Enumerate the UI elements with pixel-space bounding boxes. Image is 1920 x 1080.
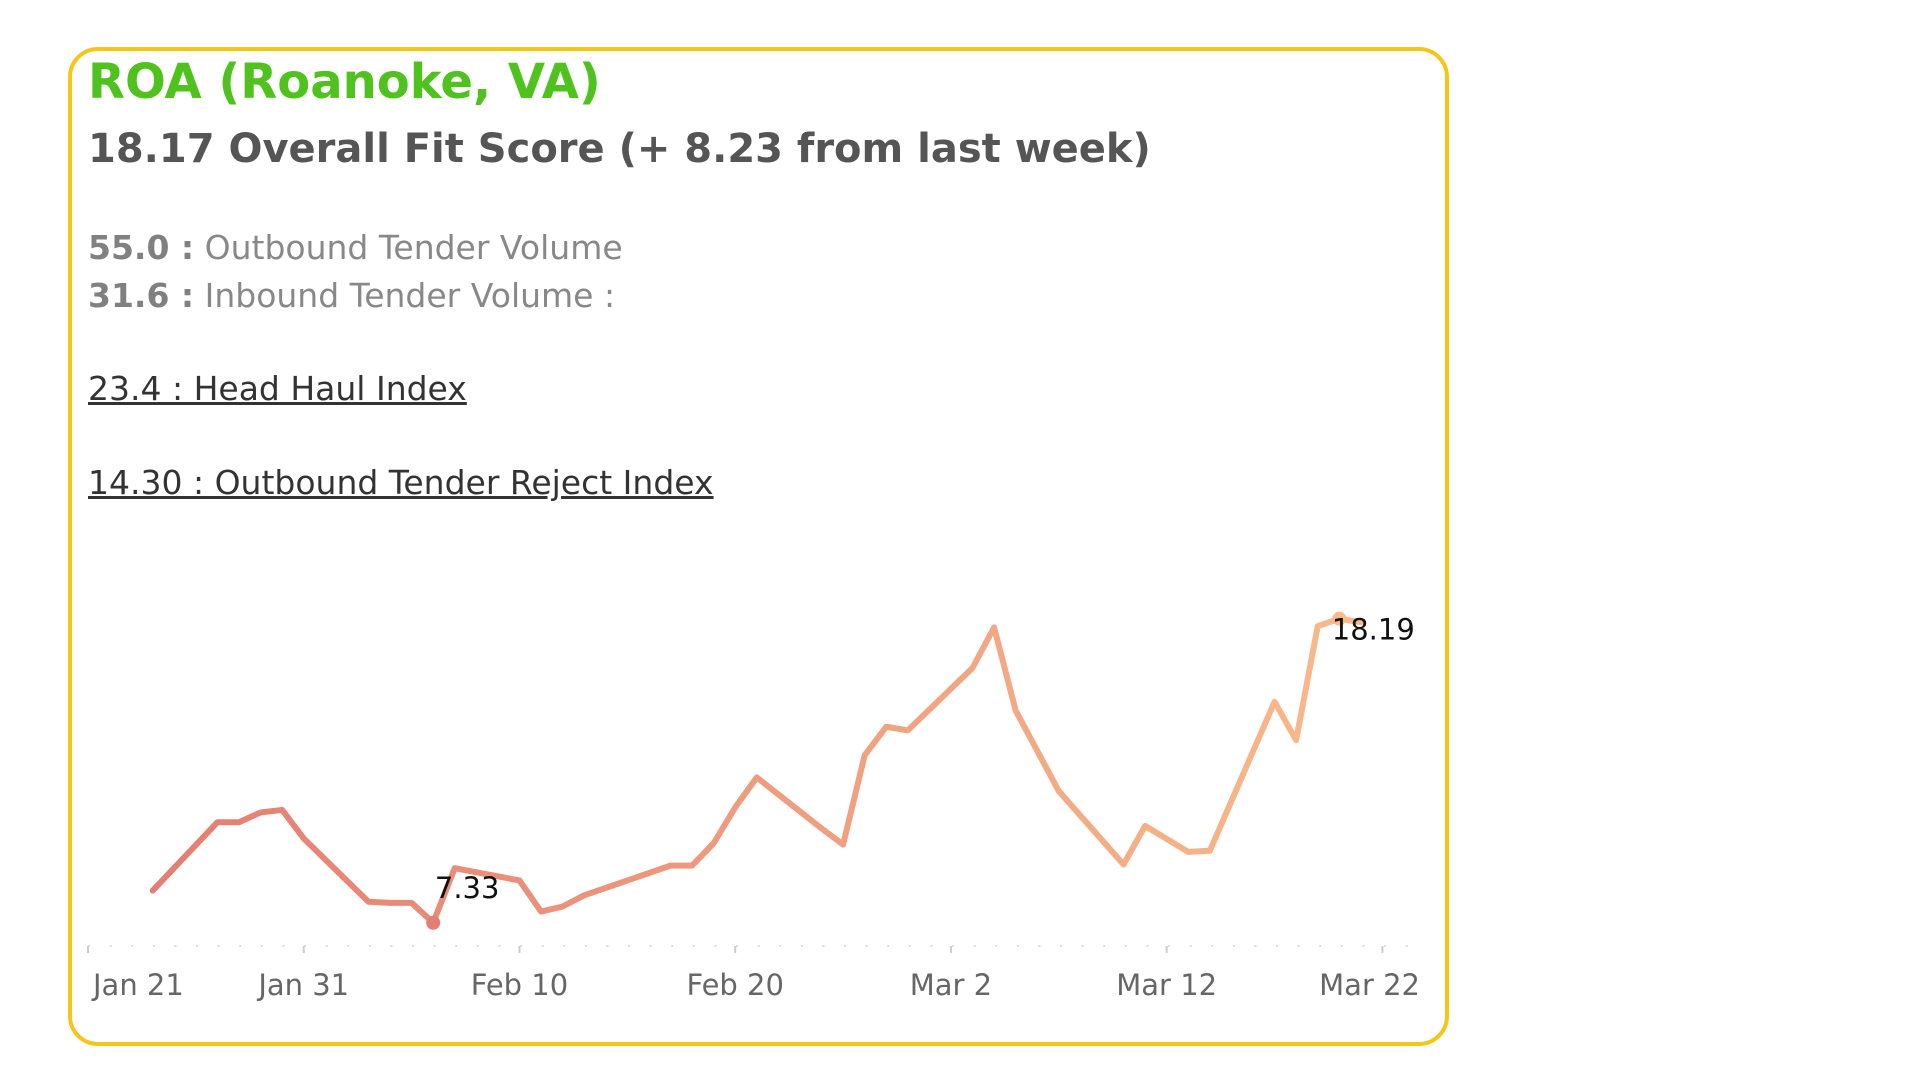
metric-label: Outbound Tender Volume	[204, 228, 623, 267]
point	[426, 915, 441, 930]
x-tick-label: Jan 31	[256, 968, 349, 1002]
index-link[interactable]: 14.30 : Outbound Tender Reject Index	[88, 463, 714, 502]
index-link[interactable]: 23.4 : Head Haul Index	[88, 369, 467, 408]
x-tick-label: Jan 21	[91, 968, 184, 1002]
x-tick-label: Feb 20	[686, 968, 783, 1002]
point	[1332, 611, 1347, 626]
data-label: 18.19	[1332, 613, 1415, 647]
metric: 55.0 : Outbound Tender Volume	[88, 228, 623, 267]
metric: 31.6 : Inbound Tender Volume :	[88, 276, 615, 315]
metric-value: 55.0 :	[88, 228, 195, 267]
line	[149, 615, 1364, 926]
title: ROA (Roanoke, VA)	[88, 54, 601, 110]
metric-label: Inbound Tender Volume :	[204, 276, 616, 315]
data-label: 7.33	[435, 871, 500, 905]
x-tick-label: Mar 12	[1116, 968, 1217, 1002]
x-tick-label: Feb 10	[471, 968, 568, 1002]
x-tick-label: Mar 22	[1319, 968, 1420, 1002]
metric-value: 31.6 :	[88, 276, 195, 315]
card	[68, 47, 1449, 1046]
subtitle: 18.17 Overall Fit Score (+ 8.23 from las…	[88, 126, 1151, 172]
x-tick-label: Mar 2	[910, 968, 992, 1002]
